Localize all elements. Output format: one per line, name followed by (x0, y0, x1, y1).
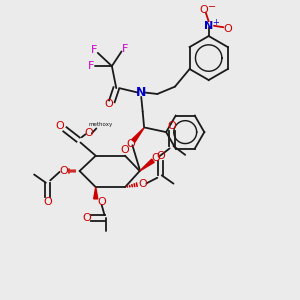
Text: O: O (121, 146, 129, 155)
Text: O: O (138, 179, 147, 189)
Text: O: O (199, 4, 208, 15)
Text: −: − (208, 2, 216, 12)
Text: O: O (56, 121, 64, 130)
Text: N: N (136, 86, 146, 99)
Text: +: + (212, 18, 219, 27)
Text: O: O (224, 24, 232, 34)
Text: O: O (168, 121, 176, 131)
Text: F: F (122, 44, 128, 53)
Text: F: F (91, 45, 98, 55)
Text: O: O (97, 197, 106, 207)
Text: O: O (156, 151, 165, 161)
Text: N: N (204, 21, 213, 31)
Text: O: O (105, 99, 113, 109)
Text: F: F (88, 61, 94, 71)
Polygon shape (140, 159, 154, 171)
Text: O: O (59, 166, 68, 176)
Text: O: O (82, 213, 91, 223)
Text: O: O (43, 197, 52, 207)
Text: O: O (152, 153, 160, 163)
Polygon shape (94, 187, 98, 199)
Text: O: O (84, 128, 93, 138)
Text: methoxy: methoxy (88, 122, 112, 128)
Text: O: O (127, 139, 135, 149)
Polygon shape (132, 128, 144, 142)
